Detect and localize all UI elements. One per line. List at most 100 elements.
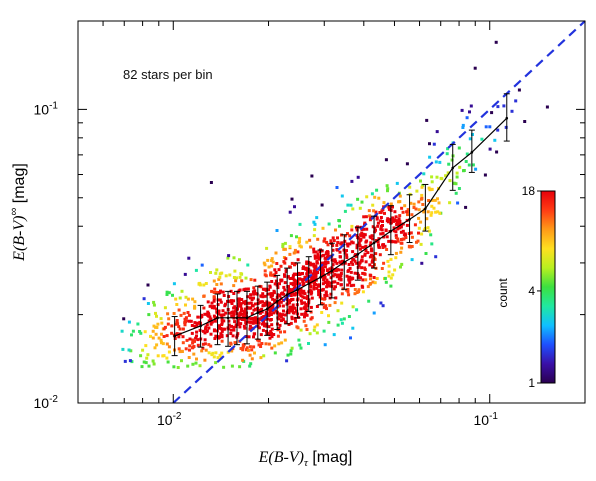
data-point bbox=[293, 316, 297, 320]
data-point bbox=[122, 317, 126, 321]
data-point bbox=[420, 193, 424, 197]
data-point bbox=[387, 205, 391, 209]
data-point bbox=[465, 152, 469, 156]
data-point bbox=[369, 277, 372, 281]
data-point bbox=[387, 274, 391, 278]
data-point bbox=[160, 341, 163, 345]
data-point bbox=[291, 303, 295, 307]
data-point bbox=[404, 236, 408, 239]
data-point bbox=[447, 162, 451, 166]
data-point bbox=[289, 321, 293, 325]
data-point bbox=[268, 310, 272, 314]
data-point bbox=[261, 304, 265, 308]
data-point bbox=[248, 327, 252, 331]
data-point bbox=[266, 317, 270, 321]
data-point bbox=[368, 218, 372, 222]
data-point bbox=[320, 302, 324, 305]
data-point bbox=[270, 308, 274, 312]
data-point bbox=[474, 167, 478, 171]
data-point bbox=[279, 330, 282, 334]
data-point bbox=[383, 211, 386, 215]
data-point bbox=[220, 335, 224, 339]
data-point bbox=[212, 314, 216, 318]
data-point bbox=[410, 213, 414, 217]
data-point bbox=[332, 333, 336, 337]
data-point bbox=[382, 261, 386, 265]
data-point bbox=[350, 277, 354, 281]
data-point bbox=[434, 210, 438, 214]
data-point bbox=[217, 312, 221, 316]
data-point bbox=[278, 313, 281, 317]
data-point bbox=[236, 318, 240, 322]
data-point bbox=[272, 333, 276, 336]
data-point bbox=[242, 343, 246, 346]
data-point bbox=[430, 180, 434, 184]
data-point bbox=[209, 318, 213, 322]
data-point bbox=[252, 286, 256, 290]
data-point bbox=[398, 219, 402, 223]
data-point bbox=[177, 308, 181, 312]
median-point bbox=[342, 260, 346, 264]
median-point bbox=[372, 241, 376, 245]
data-point bbox=[320, 288, 324, 292]
data-point bbox=[298, 292, 302, 296]
data-point bbox=[389, 284, 393, 288]
data-point bbox=[252, 319, 256, 323]
data-point bbox=[227, 254, 231, 258]
data-point bbox=[327, 222, 331, 226]
data-point bbox=[212, 299, 216, 303]
data-point bbox=[264, 313, 268, 317]
data-point bbox=[283, 338, 287, 342]
data-point bbox=[267, 342, 271, 346]
data-point bbox=[247, 301, 251, 305]
data-point bbox=[248, 364, 252, 368]
data-point bbox=[279, 279, 283, 283]
data-point bbox=[315, 261, 319, 265]
data-point bbox=[294, 291, 298, 295]
data-point bbox=[278, 304, 282, 308]
data-point bbox=[227, 319, 231, 323]
data-point bbox=[172, 312, 176, 315]
data-point bbox=[387, 239, 391, 243]
data-point bbox=[281, 304, 285, 308]
data-point bbox=[209, 271, 212, 274]
data-point bbox=[207, 351, 211, 355]
data-point bbox=[213, 319, 217, 323]
data-point bbox=[303, 275, 307, 279]
data-point bbox=[430, 204, 434, 208]
data-point bbox=[255, 292, 259, 296]
data-point bbox=[248, 345, 252, 349]
data-point bbox=[322, 276, 326, 280]
data-point bbox=[262, 315, 266, 318]
data-point bbox=[315, 216, 319, 220]
data-point bbox=[258, 300, 262, 304]
data-point bbox=[348, 266, 352, 270]
data-point bbox=[189, 319, 193, 323]
data-point bbox=[243, 318, 247, 322]
data-point bbox=[347, 277, 351, 280]
data-point bbox=[312, 328, 316, 332]
data-point bbox=[260, 342, 264, 345]
data-point bbox=[468, 110, 471, 114]
data-point bbox=[312, 220, 316, 224]
data-point bbox=[334, 260, 338, 264]
data-point bbox=[321, 287, 325, 291]
data-point bbox=[220, 315, 224, 319]
data-point bbox=[376, 240, 380, 244]
data-point bbox=[278, 323, 282, 327]
data-point bbox=[233, 320, 237, 324]
data-point bbox=[355, 243, 359, 247]
data-point bbox=[371, 237, 375, 241]
data-point bbox=[309, 305, 313, 309]
data-point bbox=[268, 318, 272, 322]
data-point bbox=[438, 211, 442, 215]
data-point bbox=[167, 291, 171, 295]
data-point bbox=[357, 264, 361, 268]
data-point bbox=[309, 292, 313, 296]
data-point bbox=[194, 336, 198, 340]
data-point bbox=[177, 325, 181, 329]
data-point bbox=[359, 238, 363, 242]
data-point bbox=[212, 306, 216, 310]
data-point bbox=[154, 332, 158, 336]
data-point bbox=[483, 173, 487, 177]
